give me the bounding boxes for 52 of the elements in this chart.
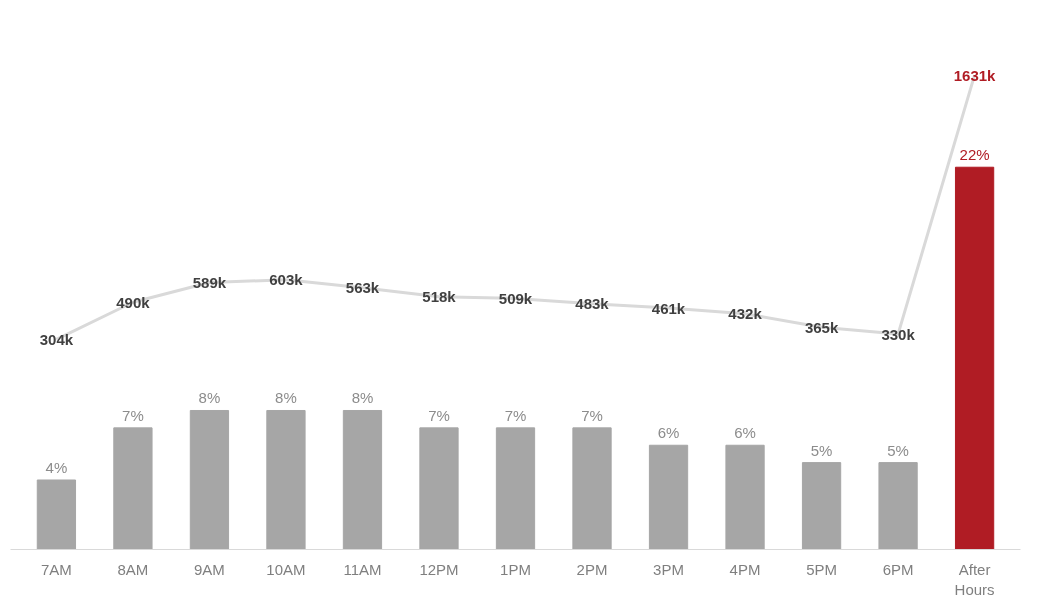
- data-label: 603k: [269, 271, 304, 289]
- data-label: 509k: [498, 289, 533, 307]
- x-tick-label: 5PM: [806, 560, 837, 578]
- bar: [342, 409, 383, 550]
- data-label: 5%: [810, 441, 833, 459]
- bar: [572, 427, 612, 550]
- bar: [878, 462, 918, 550]
- data-label: 7%: [581, 406, 603, 424]
- x-tick-label: 12PM: [419, 560, 459, 578]
- data-label: 518k: [422, 288, 457, 306]
- x-tick-label: 6PM: [882, 560, 914, 578]
- data-label: 7%: [428, 406, 450, 424]
- x-tick-label: 7AM: [40, 560, 72, 578]
- data-label: 483k: [575, 295, 610, 313]
- data-label: 304k: [39, 330, 74, 348]
- data-label: 330k: [881, 325, 916, 343]
- data-label: 589k: [192, 274, 227, 292]
- data-label: 8%: [351, 389, 374, 407]
- bar: [648, 444, 689, 550]
- x-tick-label: 9AM: [194, 560, 225, 578]
- data-label: 7%: [122, 406, 144, 424]
- bar: [189, 409, 230, 550]
- x-tick-label: 8AM: [117, 560, 149, 578]
- data-label: 5%: [887, 441, 909, 459]
- data-label: 365k: [804, 318, 839, 336]
- data-label: 490k: [116, 293, 151, 311]
- data-label: 8%: [275, 389, 297, 407]
- data-label: 432k: [728, 305, 763, 323]
- x-tick-label: 10AM: [266, 560, 306, 578]
- bar: [36, 479, 77, 550]
- x-tick-label: After Hours: [954, 560, 995, 598]
- data-label: 563k: [345, 279, 380, 297]
- data-label: 6%: [734, 424, 756, 442]
- data-label: 7%: [504, 406, 527, 424]
- data-label: 4%: [45, 459, 68, 476]
- bar: [419, 427, 459, 550]
- data-label: 1631k: [953, 66, 997, 84]
- x-tick-label: 3PM: [653, 560, 684, 578]
- x-tick-label: 1PM: [500, 560, 531, 578]
- bar: [954, 166, 995, 550]
- data-label: 22%: [959, 146, 990, 164]
- x-tick-label: 4PM: [729, 560, 761, 578]
- data-label: 8%: [198, 389, 221, 407]
- bar: [266, 409, 306, 550]
- bar: [113, 427, 153, 550]
- data-label: 6%: [657, 424, 680, 442]
- x-tick-label: 2PM: [576, 560, 608, 578]
- bar: [495, 427, 536, 550]
- bar: [801, 462, 842, 550]
- x-tick-label: 11AM: [343, 560, 382, 578]
- bar: [725, 444, 765, 550]
- data-label: 461k: [651, 299, 686, 317]
